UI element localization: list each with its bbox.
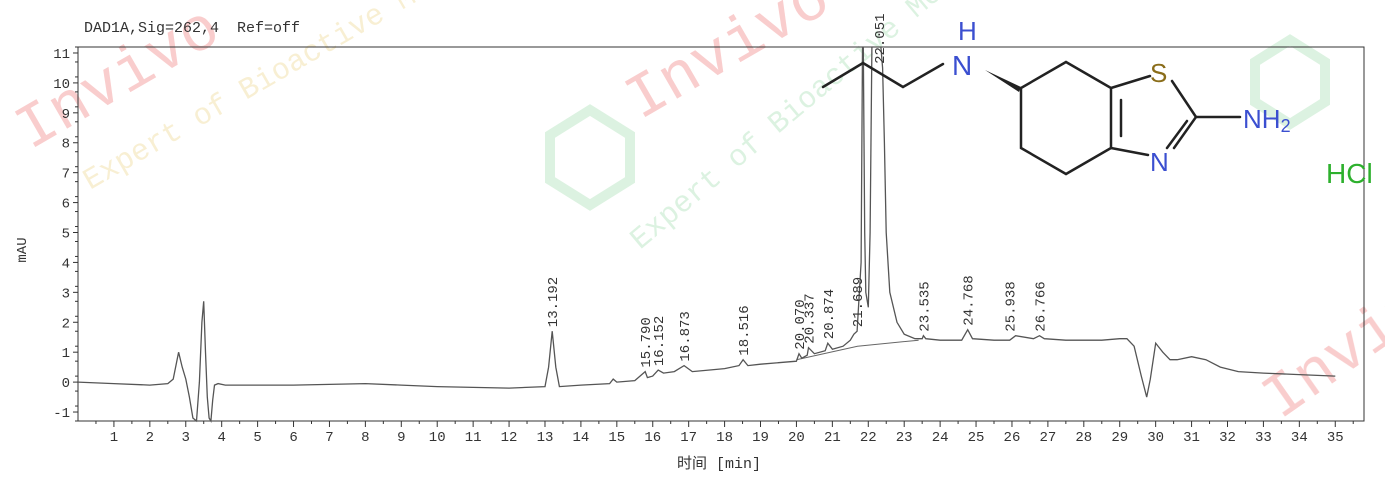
x-tick-label: 26 (1004, 430, 1021, 446)
x-tick-label: 5 (253, 430, 261, 446)
x-tick-label: 4 (217, 430, 225, 446)
peak-label: 24.768 (962, 275, 978, 325)
x-tick-label: 1 (110, 430, 118, 446)
watermark-logo (545, 104, 635, 211)
peak-label: 22.051 (873, 13, 889, 63)
x-tick-label: 6 (289, 430, 297, 446)
peak-label: 25.938 (1004, 281, 1020, 331)
x-tick-label: 8 (361, 430, 369, 446)
x-tick-label: 23 (896, 430, 913, 446)
x-tick-label: 22 (860, 430, 877, 446)
amine-label: NH2 (1243, 104, 1291, 136)
y-tick-label: 9 (62, 107, 70, 123)
x-tick-label: 18 (716, 430, 733, 446)
x-tick-label: 2 (146, 430, 154, 446)
x-tick-label: 19 (752, 430, 769, 446)
x-tick-label: 33 (1255, 430, 1272, 446)
x-tick-label: 11 (465, 430, 482, 446)
y-tick-label: -1 (53, 406, 70, 422)
peak-label: 16.152 (652, 316, 668, 366)
peak-label: 13.192 (546, 277, 562, 327)
wedge-bond (985, 70, 1021, 92)
y-tick-label: 7 (62, 167, 70, 183)
integration-baseline (796, 339, 919, 361)
x-tick-label: 17 (680, 430, 697, 446)
x-tick-label: 31 (1183, 430, 1200, 446)
x-tick-label: 21 (824, 430, 841, 446)
chromatogram-trace (77, 46, 1336, 424)
y-axis-label: mAU (15, 237, 31, 262)
y-tick-label: 0 (62, 376, 70, 392)
x-tick-label: 29 (1111, 430, 1128, 446)
watermark-logo (1250, 34, 1330, 130)
x-tick-label: 14 (572, 430, 589, 446)
x-tick-label: 13 (537, 430, 554, 446)
y-tick-label: 10 (53, 77, 70, 93)
peak-label: 15.790 (639, 317, 655, 367)
x-tick-label: 15 (608, 430, 625, 446)
y-axis: -1 0 1 2 3 4 5 6 7 8 9 10 11 (53, 46, 78, 422)
peak-label: 18.516 (737, 305, 753, 355)
x-tick-label: 10 (429, 430, 446, 446)
peak-label: 20.337 (803, 293, 819, 343)
amine-nh: NH (1243, 104, 1281, 134)
peak-label: 20.874 (822, 289, 838, 339)
peak-label: 16.873 (678, 311, 694, 361)
y-tick-label: 3 (62, 286, 70, 302)
watermark: Invivo Expert of Bioactive Molecules Inv… (4, 0, 1385, 436)
y-tick-label: 5 (62, 227, 70, 243)
y-tick-label: 2 (62, 316, 70, 332)
peak-label: 23.535 (917, 281, 933, 331)
ring-nitrogen-label: N (1150, 147, 1169, 177)
x-tick-label: 3 (182, 430, 190, 446)
y-tick-label: 1 (62, 346, 70, 362)
cyclohexane-ring (1019, 60, 1113, 176)
thiazole-bond (1109, 74, 1152, 90)
nh-n-label: N (952, 50, 972, 81)
x-tick-label: 32 (1219, 430, 1236, 446)
y-tick-label: 11 (53, 47, 70, 63)
x-axis: 1 2 3 4 5 6 7 8 9 10 11 12 13 14 15 16 17 18 19 20 21 22 23 24 2… (95, 421, 1354, 446)
thiazole-bond (1172, 115, 1198, 150)
baseline-markers (796, 339, 919, 361)
x-axis-label: 时间 [min] (677, 455, 761, 473)
x-tick-label: 28 (1075, 430, 1092, 446)
amine-subscript: 2 (1281, 116, 1291, 136)
thiazole-double-bond (1165, 119, 1189, 150)
thiazole-bond (1109, 146, 1150, 157)
peak-label: 26.766 (1034, 281, 1050, 331)
plot-frame (77, 46, 1365, 422)
watermark-brand: Invivo (1250, 249, 1385, 435)
x-tick-label: 25 (968, 430, 985, 446)
hcl-salt-label: HCl (1326, 158, 1373, 189)
x-tick-label: 35 (1327, 430, 1344, 446)
y-tick-label: 4 (62, 256, 70, 272)
signal-label: DAD1A,Sig=262,4 Ref=off (84, 20, 300, 37)
chemical-structure: H N S N NH2 HCl (821, 16, 1373, 189)
x-tick-label: 16 (644, 430, 661, 446)
peak-label: 20.070 (793, 299, 809, 349)
x-tick-label: 34 (1291, 430, 1308, 446)
nh-h-label: H (958, 16, 977, 46)
x-tick-label: 24 (932, 430, 949, 446)
y-tick-label: 8 (62, 137, 70, 153)
x-tick-label: 30 (1147, 430, 1164, 446)
x-tick-label: 9 (397, 430, 405, 446)
peak-label: 21.689 (851, 277, 867, 327)
propyl-chain-bond (821, 61, 945, 89)
x-tick-label: 12 (501, 430, 518, 446)
x-tick-label: 27 (1039, 430, 1056, 446)
x-tick-label: 7 (325, 430, 333, 446)
x-tick-label: 20 (788, 430, 805, 446)
sulfur-label: S (1150, 58, 1167, 88)
thiazole-bond (1170, 79, 1198, 119)
y-tick-label: 6 (62, 197, 70, 213)
